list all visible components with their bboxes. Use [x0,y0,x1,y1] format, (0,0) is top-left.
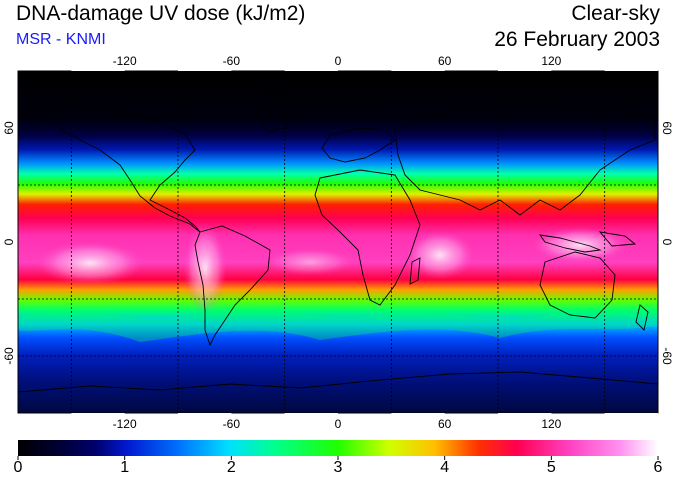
source-label: MSR - KNMI [16,31,106,48]
hotspot-andes [183,223,227,313]
south-america-coast [194,225,271,347]
border-bar [178,68,232,71]
madagascar-coast [409,257,421,285]
asia-coast [394,103,656,216]
border-bar [71,413,125,416]
graticule [18,71,658,413]
australia-coast [539,251,616,319]
hotspot-atlantic [265,248,355,276]
colorbar-tick-label: 6 [653,459,663,476]
new-guinea-coast [598,231,637,247]
wave-band-south [18,308,658,342]
lon-tick-label-bottom: -120 [113,417,137,431]
hotspot-indonesia [530,227,630,263]
border-bar [604,68,658,71]
lat-tick-label-right: 0 [660,239,674,246]
lon-tick-label-top: -60 [223,54,241,68]
lat-tick-label-left: 0 [2,238,16,245]
lon-tick-label-top: 0 [335,54,342,68]
colorbar-tick-label: 0 [13,459,23,476]
border-bar [391,68,445,71]
colorbar-tick-label: 2 [226,459,236,476]
lon-tick-label-bottom: -60 [223,417,241,431]
lat-tick-label-left: -60 [2,347,16,365]
lat-tick-label-left: 60 [2,121,16,135]
hotspot-africa [405,230,475,280]
border-bar [71,68,125,71]
border-bar [284,413,338,416]
lat-tick-label-right: -60 [660,347,674,365]
border-bar [284,68,338,71]
hotspot-pacific [35,241,145,285]
uv-field [18,71,658,413]
lon-tick-label-top: 60 [438,54,452,68]
lon-tick-label-bottom: 60 [438,417,452,431]
colorbar-tick-label: 5 [546,459,556,476]
axis-tick-labels: -120 -120 -60 -60 0 0 60 60 120 120 60 60 0 0 -60 -60 [2,54,674,431]
border-bar [178,413,232,416]
europe-coast [321,127,396,163]
new-zealand-coast [635,304,649,331]
antarctica-coast [18,371,658,393]
date-label: 26 February 2003 [494,28,660,51]
lon-tick-label-top: 120 [541,54,561,68]
border-bar [604,413,658,416]
colorbar-tick-label: 3 [333,459,343,476]
colorbar-tick-label: 4 [440,459,450,476]
lon-tick-label-bottom: 0 [335,417,342,431]
lon-tick-label-bottom: 120 [541,417,561,431]
north-america-coast [39,103,201,233]
condition-label: Clear-sky [571,2,660,25]
colorbar-tick-label: 1 [120,459,130,476]
africa-coast [314,169,421,306]
lat-tick-label-right: 60 [660,121,674,135]
border-bar [391,413,445,416]
indonesia-coast [539,234,602,253]
lon-tick-label-top: -120 [113,54,137,68]
colorbar-ticks [17,456,659,460]
colorbar [18,440,658,456]
border-bar [498,68,552,71]
map-title: DNA-damage UV dose (kJ/m2) [16,2,306,25]
border-bar [498,413,552,416]
map-border-bars [71,68,658,416]
